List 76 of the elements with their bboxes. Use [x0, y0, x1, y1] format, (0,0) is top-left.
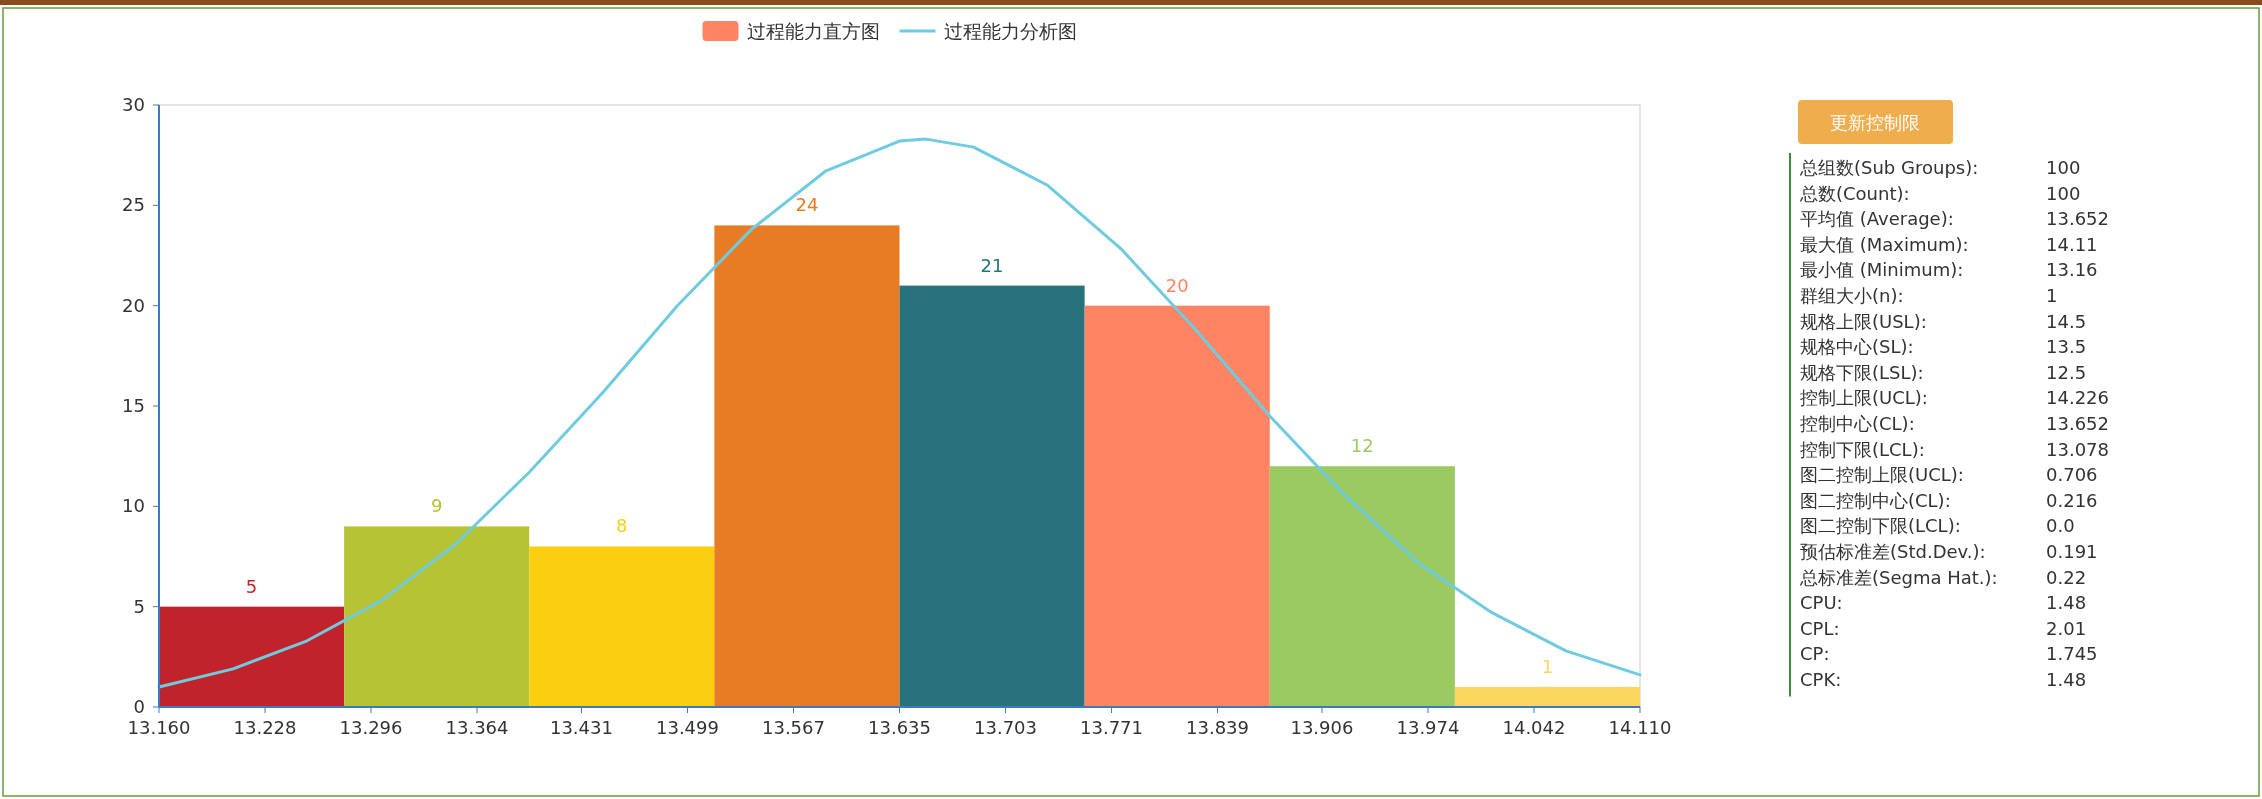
- data-label: 1: [1541, 655, 1554, 677]
- text: 1.745: [2046, 643, 2098, 665]
- text: 更新控制限: [1830, 112, 1920, 133]
- text: 平均值 (Average):: [1800, 208, 1954, 230]
- x-tick-label: 13.567: [762, 717, 825, 738]
- text: 规格上限(USL):: [1800, 310, 1927, 332]
- text: 13.652: [2046, 413, 2109, 434]
- data-label: 24: [795, 194, 819, 216]
- text: 13.5: [2046, 336, 2087, 358]
- x-tick-label: 13.839: [1186, 717, 1250, 738]
- x-tick-label: 13.160: [127, 717, 191, 738]
- y-tick-label: 15: [122, 395, 145, 416]
- y-tick-label: 25: [122, 194, 145, 216]
- x-tick-label: 13.228: [233, 717, 297, 738]
- y-tick-label: 30: [122, 94, 145, 115]
- y-tick-label: 5: [133, 595, 145, 617]
- text: 控制下限(LCL):: [1800, 438, 1925, 460]
- x-tick-label: 13.771: [1080, 717, 1144, 738]
- text: 1.48: [2046, 592, 2087, 614]
- text: 总组数(Sub Groups):: [1799, 157, 1979, 178]
- text: 14.226: [2046, 387, 2109, 409]
- text: CPL:: [1800, 617, 1840, 639]
- text: 13.16: [2046, 259, 2098, 281]
- legend-label: 过程能力分析图: [943, 20, 1077, 42]
- y-tick-label: 20: [122, 294, 145, 316]
- text: 100: [2046, 157, 2081, 178]
- legend-label: 过程能力直方图: [746, 20, 880, 42]
- text: 14.11: [2046, 233, 2098, 255]
- x-tick-label: 13.499: [655, 717, 719, 738]
- text: 0.216: [2046, 489, 2098, 511]
- data-label: 12: [1350, 435, 1374, 457]
- text: 14.5: [2046, 310, 2087, 332]
- data-label: 21: [980, 254, 1004, 276]
- text: CP:: [1800, 643, 1830, 665]
- text: 13.078: [2046, 438, 2109, 460]
- text: 1: [2046, 285, 2058, 306]
- y-tick-label: 0: [133, 696, 145, 717]
- data-label: 8: [616, 515, 628, 537]
- text: CPU:: [1800, 592, 1843, 614]
- text: 100: [2046, 182, 2081, 204]
- x-tick-label: 13.906: [1290, 717, 1354, 738]
- data-label: 5: [245, 575, 258, 597]
- x-tick-label: 13.364: [445, 717, 509, 738]
- line-series: [157, 137, 1642, 689]
- text: 0.191: [2046, 541, 2098, 562]
- text: 规格下限(LSL):: [1800, 361, 1924, 383]
- text: 规格中心(SL):: [1800, 336, 1914, 358]
- text: 最大值 (Maximum):: [1800, 233, 1969, 255]
- text: 最小值 (Minimum):: [1800, 259, 1964, 281]
- text: 图二控制中心(CL):: [1800, 489, 1951, 511]
- x-tick-label: 13.635: [868, 717, 931, 738]
- x-tick-label: 13.296: [339, 717, 403, 738]
- text: 13.652: [2046, 208, 2109, 230]
- text: 1.48: [2046, 669, 2087, 690]
- text: 0.0: [2046, 515, 2075, 537]
- data-label: 9: [430, 495, 443, 517]
- x-tick-label: 14.042: [1502, 717, 1566, 738]
- x-tick-label: 13.974: [1396, 717, 1460, 738]
- text: 图二控制上限(UCL):: [1800, 464, 1964, 486]
- text: 图二控制下限(LCL):: [1800, 515, 1961, 537]
- text: 控制上限(UCL):: [1800, 387, 1928, 409]
- text: 2.01: [2046, 617, 2087, 639]
- y-tick-label: 10: [122, 495, 145, 517]
- x-tick-label: 13.431: [549, 717, 613, 738]
- text: 0.22: [2046, 566, 2087, 588]
- text: 12.5: [2046, 361, 2087, 383]
- text: 0.706: [2046, 464, 2098, 486]
- text: 控制中心(CL):: [1800, 413, 1915, 434]
- text: 预估标准差(Std.Dev.):: [1800, 541, 1986, 562]
- text: 总标准差(Segma Hat.):: [1799, 566, 1998, 588]
- text: 总数(Count):: [1799, 182, 1910, 204]
- x-tick-label: 13.703: [974, 717, 1037, 738]
- text: CPK:: [1800, 669, 1842, 690]
- x-tick-label: 14.110: [1608, 717, 1672, 738]
- data-label: 20: [1165, 274, 1189, 296]
- text: 群组大小(n):: [1800, 285, 1904, 306]
